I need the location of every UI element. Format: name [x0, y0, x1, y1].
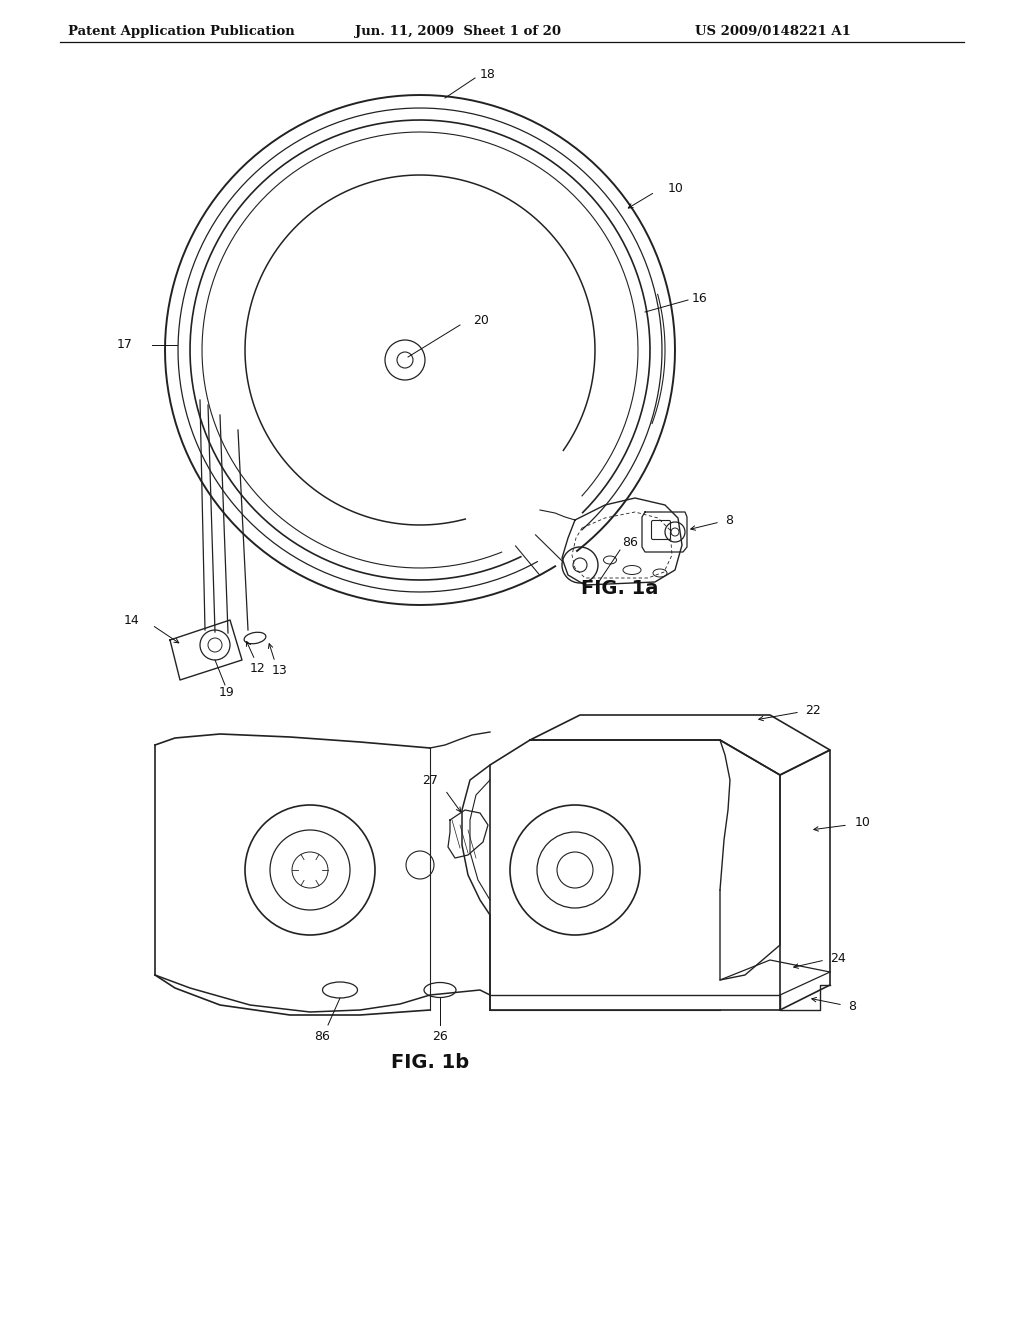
Text: Patent Application Publication: Patent Application Publication — [68, 25, 295, 38]
Text: US 2009/0148221 A1: US 2009/0148221 A1 — [695, 25, 851, 38]
Text: 86: 86 — [314, 1030, 330, 1043]
Text: 19: 19 — [219, 685, 234, 698]
Text: 10: 10 — [855, 817, 870, 829]
Text: 10: 10 — [668, 181, 684, 194]
Text: FIG. 1b: FIG. 1b — [391, 1052, 469, 1072]
Text: 8: 8 — [848, 1001, 856, 1014]
Text: 20: 20 — [473, 314, 488, 326]
Text: Jun. 11, 2009  Sheet 1 of 20: Jun. 11, 2009 Sheet 1 of 20 — [355, 25, 561, 38]
Text: 12: 12 — [250, 661, 266, 675]
Text: 18: 18 — [480, 69, 496, 82]
Text: 86: 86 — [622, 536, 638, 549]
Text: 14: 14 — [124, 614, 140, 627]
Text: 26: 26 — [432, 1030, 447, 1043]
Text: 13: 13 — [272, 664, 288, 676]
Text: 24: 24 — [830, 952, 846, 965]
Text: 17: 17 — [117, 338, 133, 351]
Text: 22: 22 — [805, 704, 821, 717]
Text: 27: 27 — [422, 774, 438, 787]
Text: 16: 16 — [692, 292, 708, 305]
Text: FIG. 1a: FIG. 1a — [582, 578, 658, 598]
Text: 8: 8 — [725, 513, 733, 527]
